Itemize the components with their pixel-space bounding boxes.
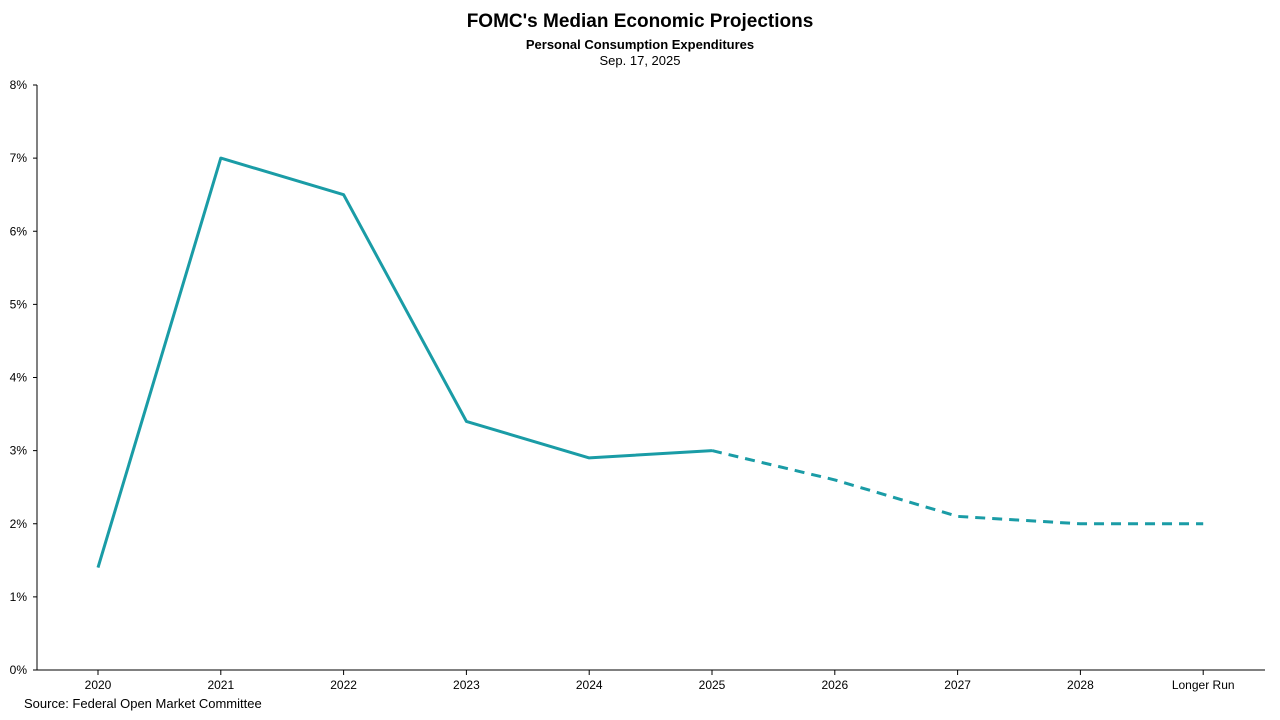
y-tick-label: 2%: [10, 517, 28, 531]
x-tick-label: 2021: [207, 678, 234, 692]
x-tick-label: 2023: [453, 678, 480, 692]
x-tick-label: Longer Run: [1172, 678, 1235, 692]
x-axis: 2020 2021 2022 2023 2024 2025 2026 2027 2028 Long…: [37, 669, 1265, 692]
chart-date: Sep. 17, 2025: [599, 53, 681, 68]
y-tick-label: 6%: [10, 224, 28, 238]
x-tick-label: 2022: [330, 678, 357, 692]
x-tick-label: 2028: [1067, 678, 1094, 692]
y-tick-label: 3%: [10, 444, 28, 458]
x-tick-label: 2024: [576, 678, 603, 692]
x-tick-label: 2020: [85, 678, 112, 692]
y-tick-label: 8%: [10, 78, 28, 92]
series-line-actual: [96, 156, 713, 569]
y-axis: 0% 1% 2% 3% 4% 5% 6% 7% 8%: [10, 78, 38, 677]
x-tick-label: 2026: [821, 678, 848, 692]
y-tick-label: 1%: [10, 590, 28, 604]
chart-subtitle: Personal Consumption Expenditures: [525, 37, 755, 52]
series-pce: [96, 156, 1204, 569]
source-note: Source: Federal Open Market Committee: [24, 696, 262, 711]
y-tick-label: 4%: [10, 371, 28, 385]
y-tick-label: 0%: [10, 663, 28, 677]
y-tick-label: 5%: [10, 297, 28, 311]
y-tick-label: 7%: [10, 151, 28, 165]
x-tick-label: 2027: [944, 678, 971, 692]
chart-title: FOMC's Median Economic Projections: [466, 11, 814, 32]
series-line-projection: [711, 449, 1204, 526]
x-tick-label: 2025: [699, 678, 726, 692]
